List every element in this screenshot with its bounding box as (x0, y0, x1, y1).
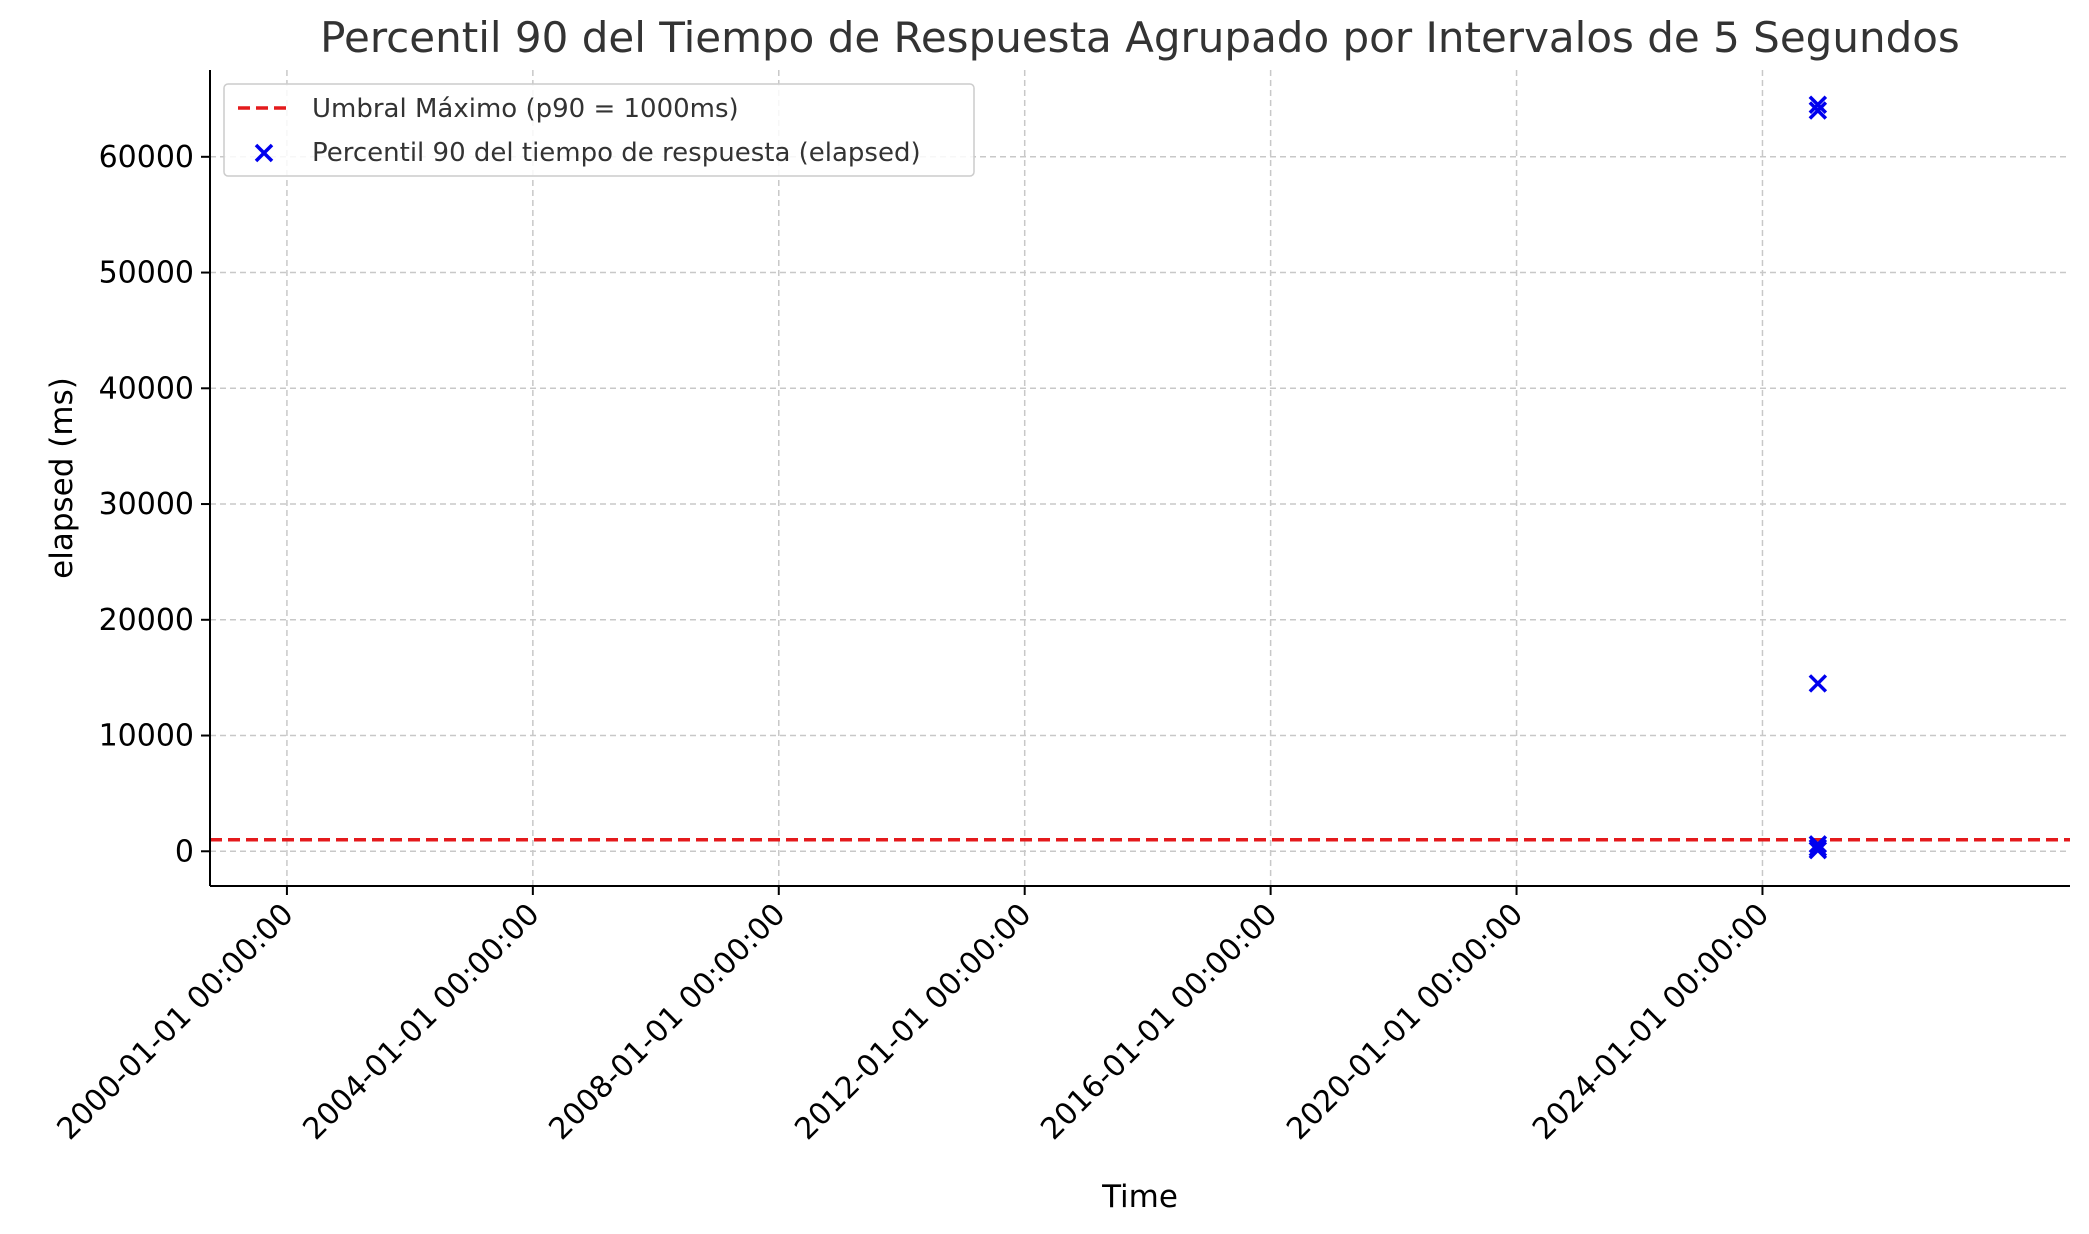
y-tick-label: 50000 (99, 256, 194, 291)
y-axis-label: elapsed (ms) (44, 377, 80, 579)
y-tick-label: 60000 (99, 140, 194, 175)
y-tick-label: 20000 (99, 603, 194, 638)
x-tick-label: 2024-01-01 00:00:00 (1526, 897, 1776, 1147)
legend-threshold-label: Umbral Máximo (p90 = 1000ms) (312, 94, 739, 124)
y-ticks: 0 10000 20000 30000 40000 50000 60000 (99, 140, 210, 869)
x-tick-label: 2012-01-01 00:00:00 (788, 897, 1038, 1147)
x-tick-label: 2016-01-01 00:00:00 (1034, 897, 1284, 1147)
data-point (1808, 95, 1828, 114)
data-point (1808, 835, 1828, 854)
y-tick-label: 40000 (99, 371, 194, 406)
x-axis-label: Time (1101, 1179, 1178, 1215)
data-point (1808, 840, 1828, 860)
legend-series-label: Percentil 90 del tiempo de respuesta (el… (312, 138, 921, 168)
x-tick-label: 2020-01-01 00:00:00 (1280, 897, 1530, 1147)
x-tick-label: 2000-01-01 00:00:00 (51, 897, 301, 1147)
legend-series-marker (254, 143, 274, 163)
y-tick-label: 10000 (99, 719, 194, 754)
chart-title: Percentil 90 del Tiempo de Respuesta Agr… (320, 13, 1960, 62)
axes (209, 70, 2070, 887)
gridlines (210, 70, 2070, 886)
data-points (1808, 95, 1828, 860)
x-tick-label: 2008-01-01 00:00:00 (542, 897, 792, 1147)
y-tick-label: 0 (175, 834, 194, 869)
x-tick-label: 2004-01-01 00:00:00 (296, 897, 546, 1147)
legend-x-marker (254, 143, 274, 163)
legend: Umbral Máximo (p90 = 1000ms) Percentil 9… (223, 83, 975, 177)
data-point (1808, 101, 1828, 120)
legend-box (223, 83, 975, 177)
data-point (1808, 674, 1828, 693)
y-tick-label: 30000 (99, 487, 194, 522)
